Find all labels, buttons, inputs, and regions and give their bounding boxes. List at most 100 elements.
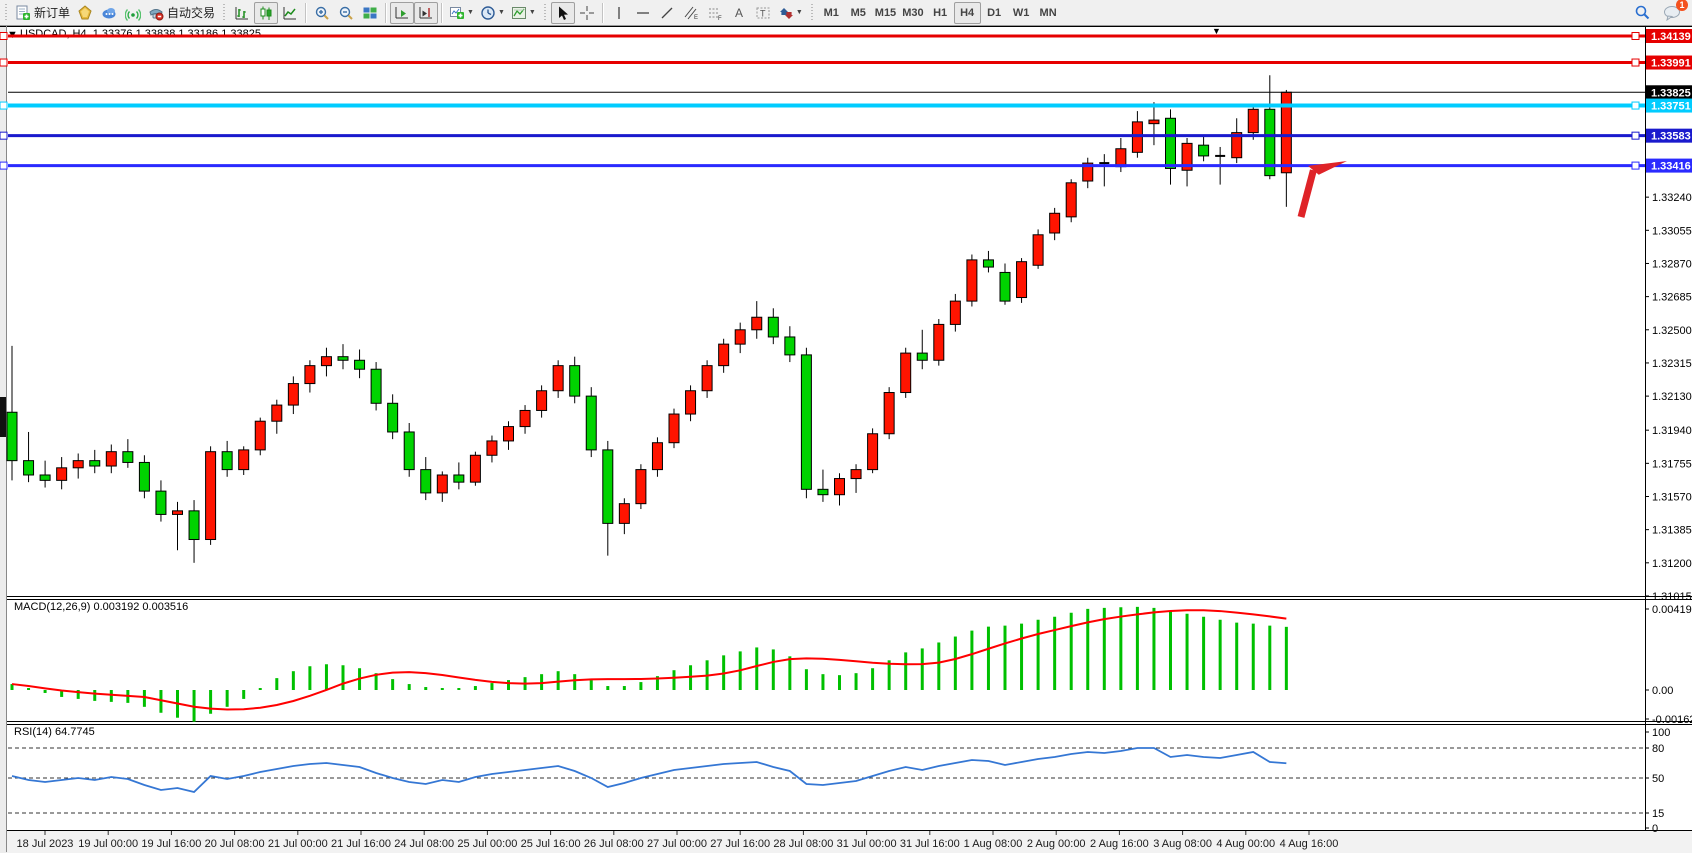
candle-body (105, 451, 117, 467)
templates-button[interactable]: ▼ (508, 2, 539, 24)
search-button[interactable] (1630, 2, 1654, 24)
time-tick-label[interactable]: 25 Jul 16:00 (521, 838, 581, 850)
line-chart-button[interactable] (278, 2, 302, 24)
time-tick-label[interactable]: 2 Aug 16:00 (1090, 838, 1149, 850)
time-tick-label[interactable]: 1 Aug 08:00 (964, 838, 1023, 850)
level-blue-lower-handle[interactable] (0, 161, 8, 170)
toolbar-grip[interactable] (4, 3, 9, 22)
metaeditor-button[interactable] (73, 2, 97, 24)
chart-canvas[interactable]: 1.33240 1.33055 1.32870 1.32685 1.32500 1.323… (0, 26, 1692, 853)
time-tick-label[interactable]: 4 Aug 00:00 (1216, 838, 1275, 850)
tile-windows-icon (362, 5, 378, 21)
level-blue-lower-handle[interactable] (1631, 161, 1640, 170)
time-tick-label[interactable]: 20 Jul 08:00 (205, 838, 265, 850)
crosshair-button[interactable] (575, 2, 599, 24)
time-tick-label[interactable]: 27 Jul 16:00 (710, 838, 770, 850)
fibonacci-button[interactable]: F (703, 2, 727, 24)
text-icon: A (731, 5, 747, 21)
line-chart-icon (282, 5, 298, 21)
time-tick-label[interactable]: 19 Jul 00:00 (78, 838, 138, 850)
chart-window[interactable]: ▼ USDCAD, H4 1.33376 1.33838 1.33186 1.3… (0, 26, 1692, 853)
annotation-arrow[interactable] (1297, 169, 1317, 218)
resistance-1-handle[interactable] (0, 32, 8, 40)
tile-windows-button[interactable] (358, 2, 382, 24)
timeframe-mn-button[interactable]: MN (1039, 6, 1057, 19)
candle-body (685, 390, 697, 415)
chart-shift-marker[interactable]: ▼ (1212, 26, 1221, 36)
zoom-out-button[interactable] (334, 2, 358, 24)
resistance-2-handle[interactable] (0, 58, 8, 67)
horizontal-line-button[interactable] (631, 2, 655, 24)
chart-shift-button[interactable] (414, 1, 439, 24)
time-tick-label[interactable]: 24 Jul 08:00 (394, 838, 454, 850)
time-tick-label[interactable]: 3 Aug 08:00 (1153, 838, 1212, 850)
timeframe-m1-button[interactable]: M1 (823, 6, 839, 19)
candle-body (354, 359, 366, 370)
level-cyan-handle[interactable] (0, 101, 8, 110)
timeframe-m15-button[interactable]: M15 (874, 6, 897, 19)
time-tick-label[interactable]: 2 Aug 00:00 (1027, 838, 1086, 850)
resistance-2-handle[interactable] (1631, 58, 1640, 67)
autotrading-icon (148, 5, 164, 21)
cursor-icon (555, 5, 571, 21)
time-tick-label[interactable]: 18 Jul 2023 (17, 838, 74, 850)
timeframe-w1-button[interactable]: W1 (1012, 6, 1030, 19)
text-label-button[interactable]: T (751, 2, 775, 24)
annotation-arrow-head[interactable] (1307, 161, 1347, 175)
time-tick-label[interactable]: 21 Jul 16:00 (331, 838, 391, 850)
zoom-in-button[interactable] (310, 2, 334, 24)
timeframe-d1-button[interactable]: D1 (987, 6, 1002, 19)
candle-body (701, 365, 713, 392)
time-tick-label[interactable]: 21 Jul 00:00 (268, 838, 328, 850)
level-blue-upper-handle[interactable] (1631, 131, 1640, 140)
time-tick-label[interactable]: 28 Jul 08:00 (773, 838, 833, 850)
time-tick-label[interactable]: 27 Jul 00:00 (647, 838, 707, 850)
rsi-indicator-label: RSI(14) 64.7745 (14, 726, 95, 738)
signals-button[interactable] (121, 2, 145, 24)
notifications-button[interactable]: 1 (1660, 0, 1688, 24)
macd-signal-line (11, 609, 1287, 711)
periods-button[interactable]: ▼ (477, 2, 508, 24)
price-tick-label: 1.31015 (1652, 591, 1692, 603)
time-tick-label[interactable]: 19 Jul 16:00 (141, 838, 201, 850)
equidistant-channel-button[interactable]: E (679, 2, 703, 24)
splitter-handle[interactable] (0, 397, 7, 437)
resistance-1-handle[interactable] (1631, 32, 1640, 40)
indicators-button[interactable]: ▼ (446, 2, 477, 24)
candlestick-chart-button[interactable] (254, 1, 279, 24)
level-cyan-price-tag (1646, 98, 1692, 113)
timeframe-h1-button[interactable]: H1 (933, 6, 948, 19)
candle-body (651, 442, 663, 471)
timeframe-h4-button[interactable]: H4 (953, 1, 981, 24)
candle-body (933, 323, 945, 361)
level-cyan-handle[interactable] (1631, 101, 1640, 110)
bar-chart-button[interactable] (230, 2, 254, 24)
time-tick-label[interactable]: 31 Jul 16:00 (900, 838, 960, 850)
new-order-button[interactable]: 新订单 (12, 2, 73, 24)
timeframe-m5-button[interactable]: M5 (850, 6, 866, 19)
arrows-button[interactable]: ▼ (775, 2, 806, 24)
text-button[interactable]: A (727, 2, 751, 24)
auto-scroll-button[interactable] (390, 1, 415, 24)
candle-body (138, 461, 150, 492)
candle-body (1065, 182, 1077, 218)
time-tick-label[interactable]: 25 Jul 00:00 (457, 838, 517, 850)
toolbar-grip[interactable] (542, 3, 548, 22)
rsi-line (11, 747, 1287, 793)
time-tick-label[interactable]: 4 Aug 16:00 (1280, 838, 1339, 850)
level-blue-upper-handle[interactable] (0, 131, 8, 140)
time-tick-label[interactable]: 31 Jul 00:00 (837, 838, 897, 850)
toolbar-grip[interactable] (222, 3, 228, 22)
candle-body (23, 460, 35, 476)
time-tick-label[interactable]: 26 Jul 08:00 (584, 838, 644, 850)
toolbar-grip[interactable] (809, 3, 815, 22)
candle-body (337, 356, 349, 361)
timeframe-m30-button[interactable]: M30 (902, 6, 924, 19)
candle-body (536, 390, 548, 411)
trendline-button[interactable] (655, 2, 679, 24)
cursor-button[interactable] (550, 1, 575, 24)
mql5-community-button[interactable] (97, 2, 121, 24)
autotrading-button[interactable]: 自动交易 (145, 2, 218, 24)
vertical-line-button[interactable] (607, 2, 631, 24)
chevron-down-icon: ▼ (795, 9, 803, 16)
